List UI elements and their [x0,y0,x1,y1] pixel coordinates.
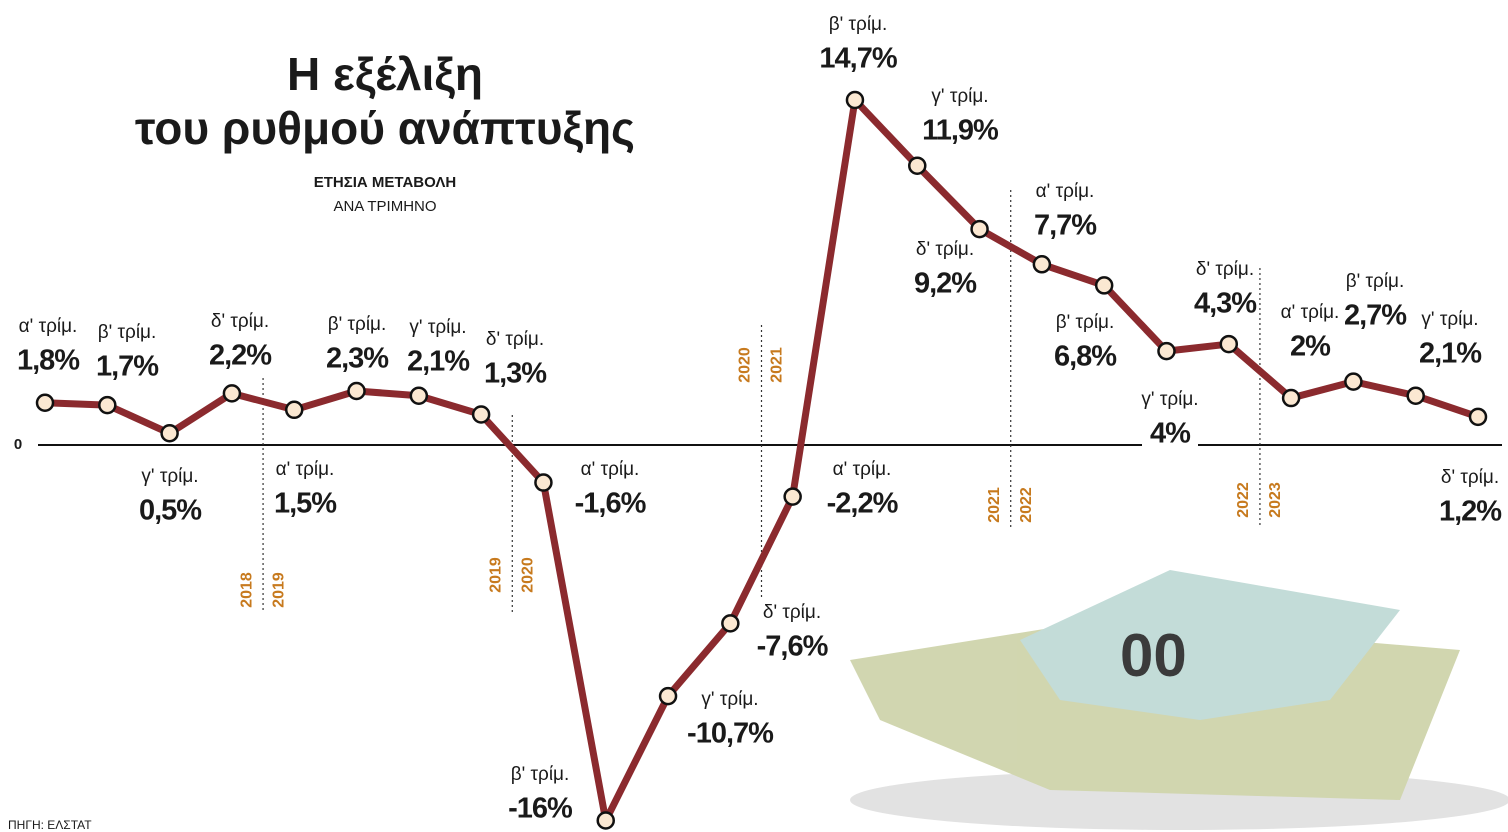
note-digits: 00 [1120,622,1187,689]
data-point [284,400,304,420]
value-label: 4% [1150,418,1191,450]
year-label: 2020 [520,557,537,593]
quarter-label: α' τρίμ. [1036,181,1095,202]
data-point [1281,388,1301,408]
value-label: -10,7% [687,718,774,750]
quarter-label: γ' τρίμ. [701,689,758,710]
year-label: 2021 [769,347,786,383]
quarter-label: δ' τρίμ. [916,239,974,260]
value-label: 2,1% [1419,338,1482,370]
data-point [658,686,678,706]
banknotes-illustration: 00 [850,570,1508,830]
year-label: 2020 [737,347,754,383]
value-label: 11,9% [922,115,999,147]
data-point [347,381,366,401]
label-background [1142,418,1198,450]
quarter-label: γ' τρίμ. [931,86,988,107]
value-label: 14,7% [819,43,897,75]
data-point [1219,334,1239,354]
data-point [1032,255,1052,274]
value-label: 1,5% [274,488,337,520]
value-label: 1,3% [484,358,547,390]
quarter-label: γ' τρίμ. [141,466,198,487]
quarter-label: δ' τρίμ. [486,329,544,350]
data-point [1468,407,1488,427]
value-label: 2,2% [209,340,272,372]
data-point [721,614,740,633]
data-point [1094,276,1114,295]
year-label: 2019 [270,572,287,608]
value-label: 0,5% [139,495,202,527]
data-line [44,96,1480,825]
chart-title: του ρυθμού ανάπτυξης [135,102,635,154]
quarter-label: α' τρίμ. [276,459,335,480]
data-point [845,90,865,110]
value-label: -1,6% [575,488,647,520]
quarter-label: β' τρίμ. [1346,271,1405,292]
value-label: 7,7% [1034,210,1097,242]
chart-title: Η εξέλιξη [287,48,483,100]
year-label: 2021 [986,487,1003,523]
value-label: 4,3% [1194,288,1257,320]
data-point [783,487,802,506]
quarter-label: β' τρίμ. [328,314,387,335]
data-point [471,405,491,424]
value-label: 2% [1290,331,1331,363]
quarter-label: β' τρίμ. [829,14,888,35]
y-tick-label: 0 [14,436,22,453]
value-label: -7,6% [757,631,829,663]
year-label: 2023 [1267,482,1284,518]
quarter-label: α' τρίμ. [833,459,892,480]
quarter-label: δ' τρίμ. [763,602,821,623]
value-label: -16% [508,793,573,825]
data-point [160,424,179,443]
data-point [534,473,553,492]
quarter-label: δ' τρίμ. [1441,467,1499,488]
value-label: 2,3% [326,343,389,375]
data-point [1344,372,1363,391]
data-point [1406,386,1425,405]
data-point [970,219,989,239]
value-label: 1,8% [17,345,80,377]
data-point [409,386,429,405]
quarter-label: α' τρίμ. [581,459,640,480]
year-label: 2019 [488,557,505,593]
year-label: 2022 [1235,482,1252,518]
subtitle: ΑΝΑ ΤΡΙΜΗΝΟ [333,198,436,215]
data-point [1157,341,1176,361]
data-point [35,393,55,413]
data-point [908,156,927,175]
quarter-label: α' τρίμ. [1281,302,1340,323]
quarter-label: β' τρίμ. [511,764,570,785]
value-label: 9,2% [914,268,977,300]
year-label: 2022 [1018,487,1035,523]
data-point [222,384,242,403]
subtitle: ΕΤΗΣΙΑ ΜΕΤΑΒΟΛΗ [314,174,457,191]
value-label: -2,2% [827,488,899,520]
value-label: 1,2% [1439,496,1502,528]
quarter-label: δ' τρίμ. [211,311,269,332]
quarter-label: γ' τρίμ. [1141,389,1198,410]
quarter-label: δ' τρίμ. [1196,259,1254,280]
quarter-label: β' τρίμ. [98,322,157,343]
data-point [596,811,615,830]
note-front [1020,570,1400,720]
year-label: 2018 [238,572,255,608]
value-label: 1,7% [96,351,159,383]
quarter-label: γ' τρίμ. [1421,309,1478,330]
source: ΠΗΓΗ: ΕΛΣΤΑΤ [8,818,92,832]
data-point [98,395,117,415]
value-label: 2,7% [1344,300,1407,332]
quarter-label: α' τρίμ. [19,316,78,337]
quarter-label: γ' τρίμ. [409,317,466,338]
value-label: 2,1% [407,346,470,378]
value-label: 6,8% [1054,341,1117,373]
quarter-label: β' τρίμ. [1056,312,1115,333]
